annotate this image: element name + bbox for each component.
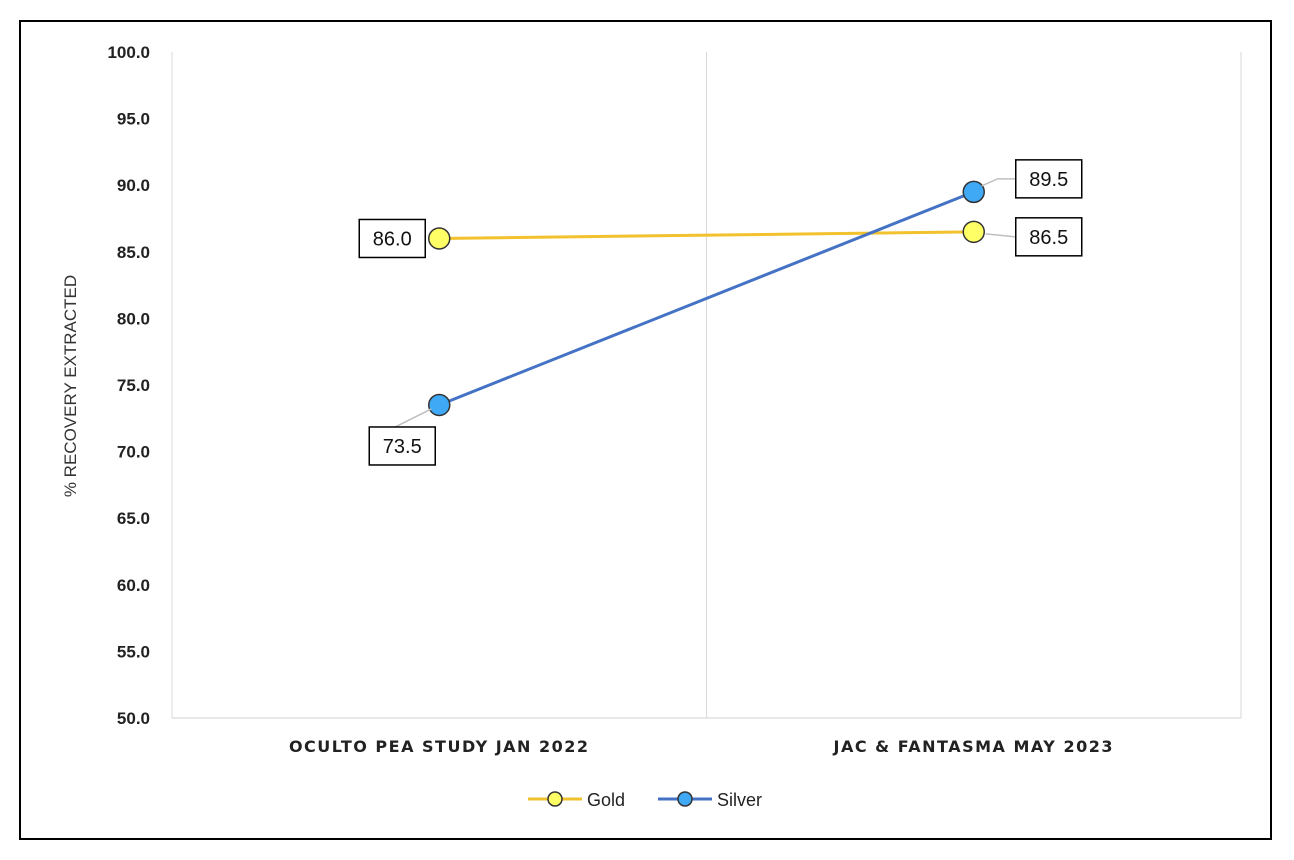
data-label: 73.5 [383,436,422,458]
data-label-box [358,218,426,259]
data-label-layer: 86.0 86.5 73.5 89.5 [358,159,1083,466]
data-label: 89.5 [1029,169,1068,191]
y-tick-label: 95.0 [117,110,150,129]
data-point-gold [428,227,451,250]
y-tick-label: 70.0 [117,443,150,462]
y-tick-label: 80.0 [117,309,150,328]
y-tick-label: 55.0 [117,642,150,661]
x-category-labels: OCULTO PEA STUDY JAN 2022 JAC & FANTASMA … [289,737,1114,756]
y-tick-label: 75.0 [117,376,150,395]
data-label: 86.5 [1029,227,1068,249]
legend-marker-silver [677,791,693,807]
y-tick-label: 90.0 [117,176,150,195]
data-label-box [1015,217,1083,257]
leader-line [985,233,1016,238]
legend-marker-gold [547,791,563,807]
series-line-gold [439,230,974,240]
data-label-box [368,426,436,466]
data-point-gold [962,220,985,244]
y-tick-labels: 50.0 55.0 60.0 65.0 70.0 75.0 80.0 85.0 90.0 95.0… [107,43,150,728]
y-tick-label: 50.0 [117,709,150,728]
y-tick-label: 85.0 [117,243,150,262]
legend-label-gold: Gold [587,790,625,810]
data-point-silver [962,180,985,204]
x-category-label: OCULTO PEA STUDY JAN 2022 [289,737,590,756]
legend-label-silver: Silver [717,790,762,810]
x-category-label: JAC & FANTASMA MAY 2023 [833,737,1114,756]
y-tick-label: 60.0 [117,576,150,595]
data-point-silver [428,393,451,417]
chart-frame [19,20,1272,840]
legend: Gold Silver [528,790,762,810]
y-tick-label: 65.0 [117,509,150,528]
data-label: 86.0 [373,228,412,250]
y-axis-label: % RECOVERY EXTRACTED [61,275,80,497]
grid-layer [171,52,1242,719]
leader-line [981,178,1016,187]
series-line-silver [438,190,975,407]
series-layer [428,180,985,417]
leader-line [394,408,432,428]
data-label-box [1015,159,1083,199]
y-tick-label: 100.0 [107,43,150,62]
